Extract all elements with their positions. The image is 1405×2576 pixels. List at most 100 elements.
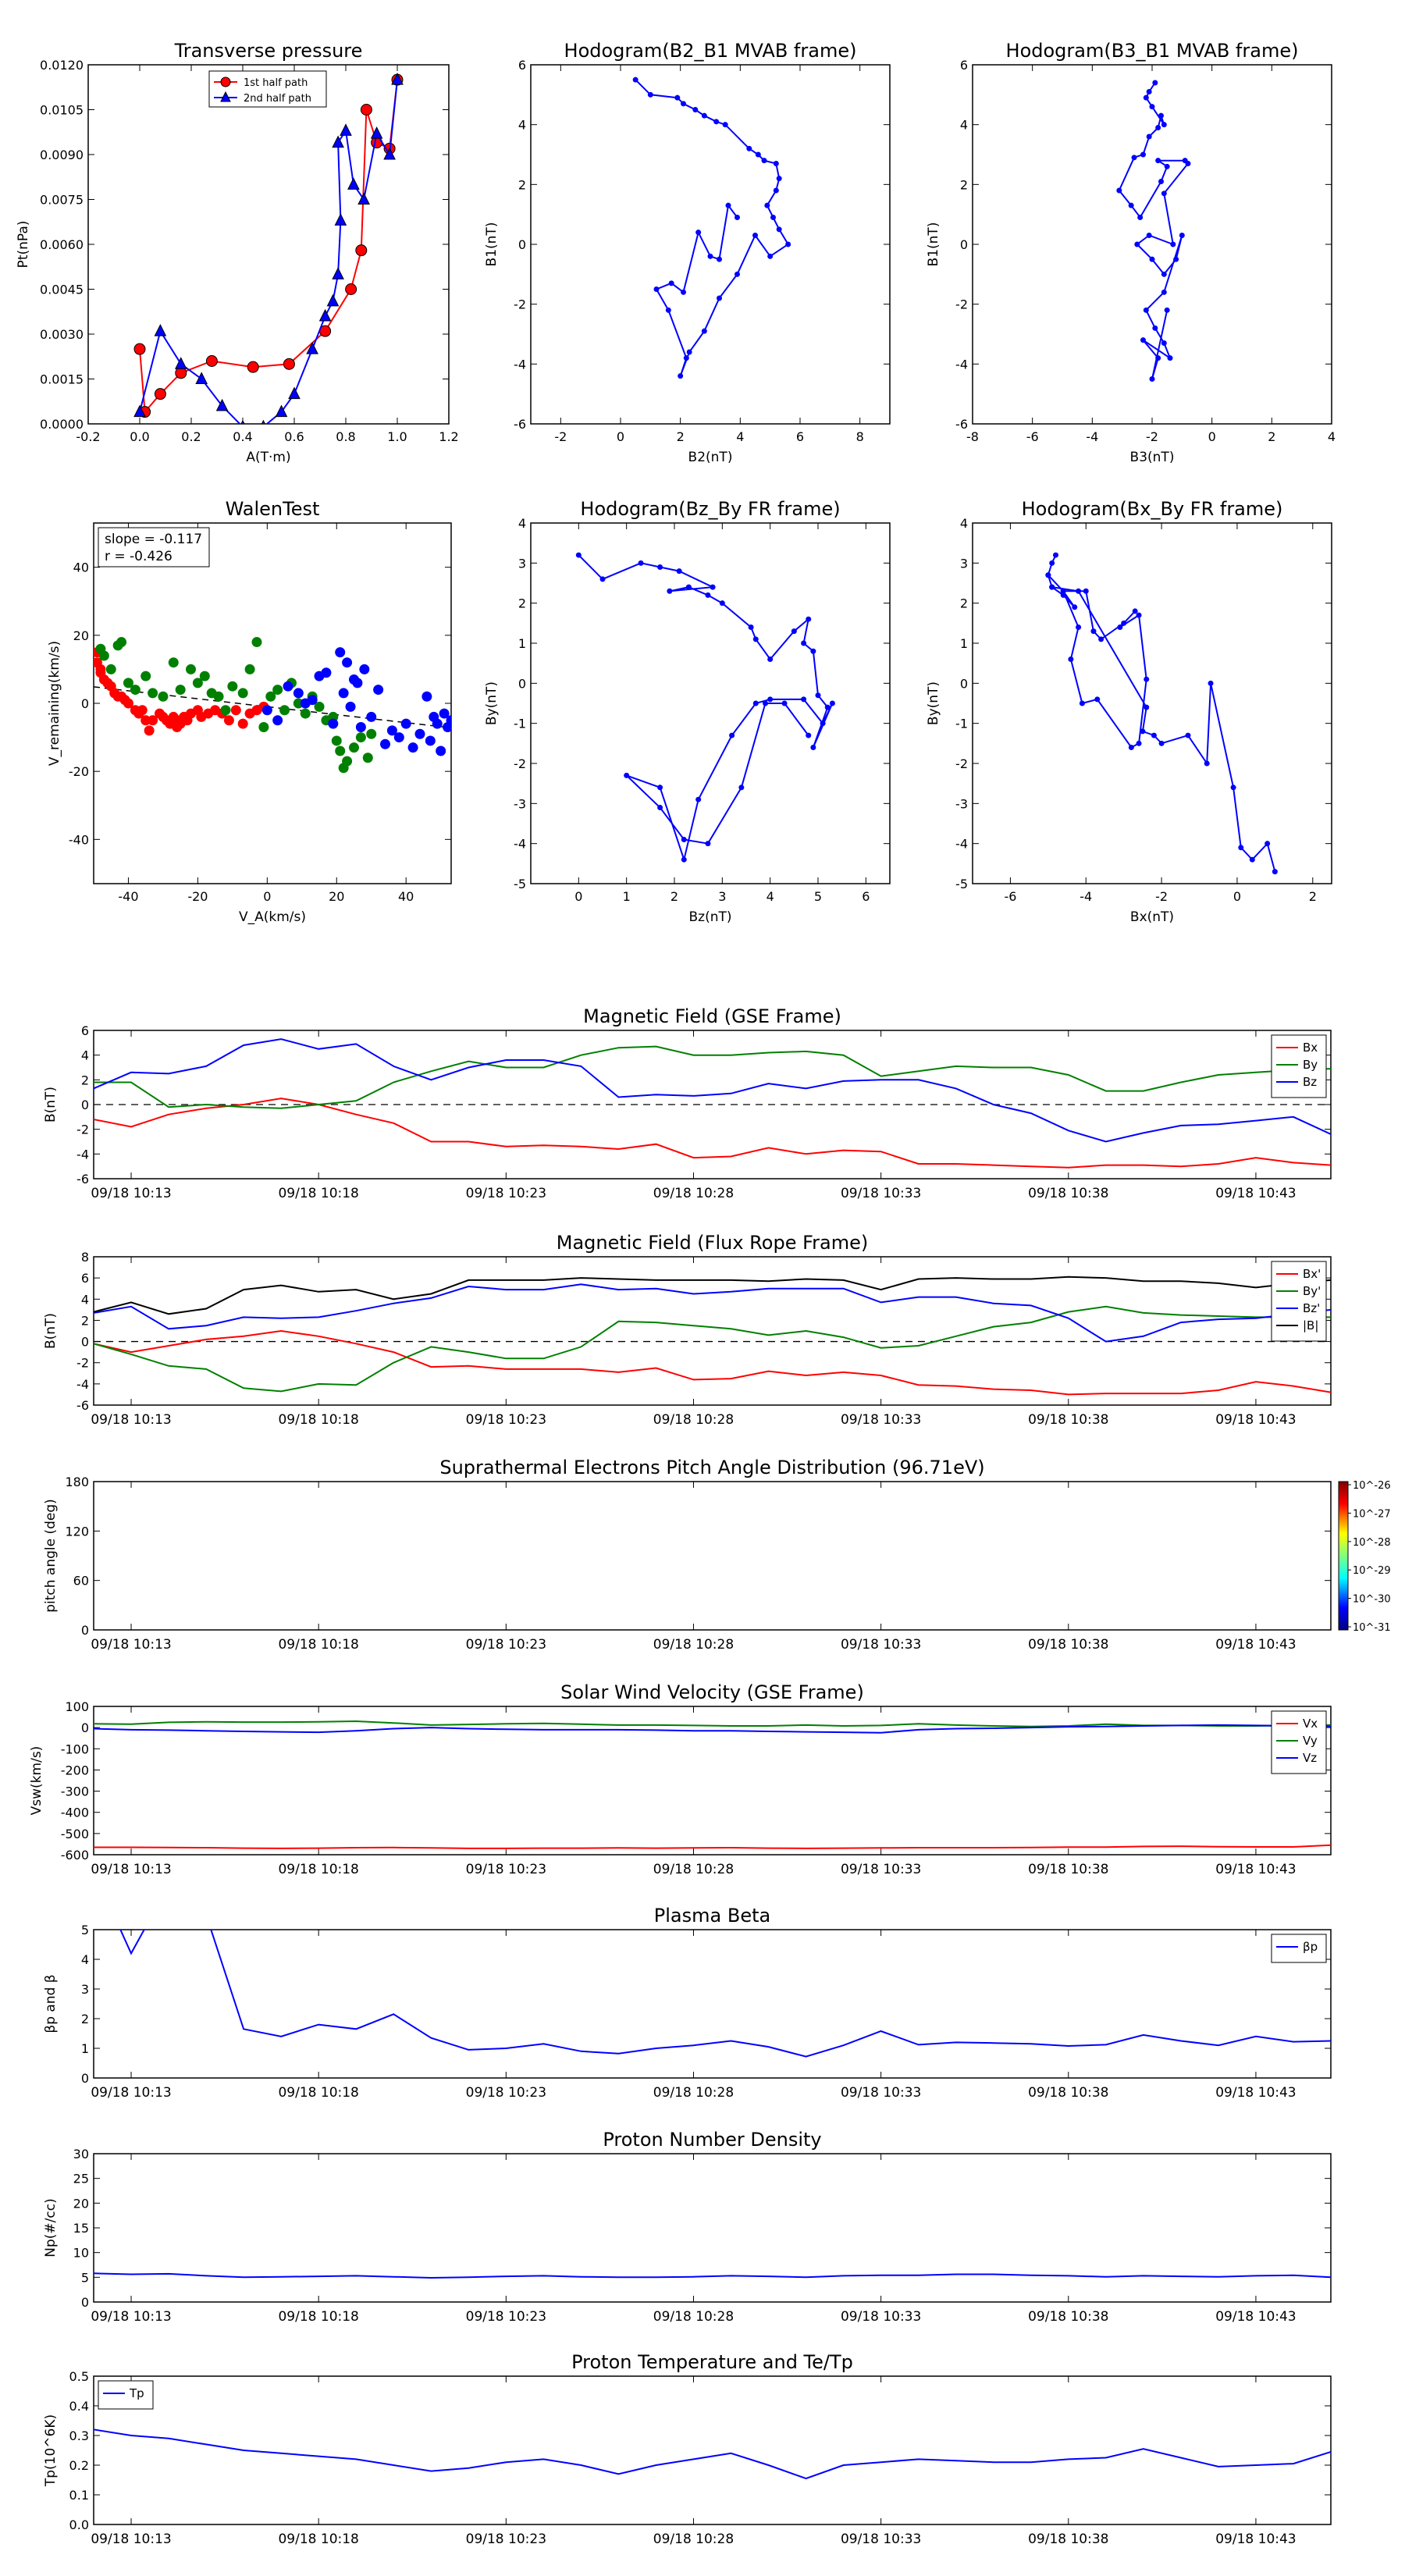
plot-area — [119, 1930, 1331, 2058]
y-tick-label: 4 — [518, 516, 526, 531]
y-tick-label: -4 — [955, 357, 968, 372]
legend-label: Tp — [129, 2386, 144, 2400]
x-tick-label: 09/18 10:43 — [1215, 1637, 1296, 1653]
x-tick-label: 09/18 10:28 — [653, 2309, 734, 2325]
x-tick-label: 2 — [670, 889, 678, 904]
y-tick-label: 0 — [81, 1720, 89, 1735]
series-line — [578, 554, 834, 863]
x-tick-label: -8 — [966, 429, 979, 444]
y-tick-label: 0.0060 — [40, 237, 84, 252]
data-point — [829, 700, 835, 706]
y-tick-label: 10 — [73, 2246, 89, 2261]
data-point — [425, 735, 436, 746]
y-tick-label: -6 — [76, 1398, 89, 1413]
data-point — [1155, 355, 1161, 361]
data-point — [722, 122, 728, 128]
x-tick-label: 09/18 10:18 — [278, 2532, 358, 2547]
series-line — [119, 1930, 1331, 2058]
y-axis-label: Pt(nPa) — [16, 221, 31, 269]
data-point — [140, 715, 151, 726]
data-point — [1146, 89, 1152, 94]
data-point — [357, 192, 370, 205]
data-point — [767, 656, 774, 663]
data-point — [1049, 560, 1055, 566]
data-point — [1167, 355, 1173, 361]
chart-hodo1: Hodogram(B2_B1 MVAB frame) -2 0 2 4 6 8 -6 -4 -2 0… — [484, 40, 891, 465]
data-point — [763, 700, 769, 706]
x-tick-label: 09/18 10:28 — [653, 1186, 734, 1201]
data-point — [1116, 187, 1122, 194]
data-point — [647, 91, 653, 98]
y-tick-label: -300 — [61, 1784, 89, 1799]
data-point — [710, 584, 716, 590]
y-tick-label: 2 — [81, 2012, 89, 2026]
colorbar-tick-label: 10^-30 — [1353, 1594, 1391, 1606]
data-point — [1098, 636, 1104, 642]
data-point — [244, 664, 255, 674]
plot-frame — [972, 522, 1332, 884]
data-point — [391, 73, 404, 85]
data-point — [123, 678, 133, 688]
x-tick-label: 0 — [1233, 889, 1241, 904]
legend-label: Bz — [1303, 1075, 1317, 1089]
colorbar-tick-label: 10^-29 — [1353, 1565, 1391, 1577]
x-tick-label: 09/18 10:38 — [1028, 2532, 1108, 2547]
data-point — [681, 101, 686, 107]
chart-hodo4: Hodogram(Bx_By FR frame) -6 -4 -2 0 2 -5 -4 -3 -2… — [926, 498, 1332, 925]
data-point — [1072, 604, 1078, 610]
x-tick-label: 09/18 10:33 — [841, 1412, 921, 1428]
y-tick-label: 40 — [73, 560, 89, 575]
x-tick-label: 09/18 10:23 — [466, 2085, 546, 2101]
y-tick-label: -2 — [76, 1356, 89, 1371]
data-point — [334, 213, 347, 226]
data-point — [1146, 233, 1152, 238]
data-point — [1136, 612, 1142, 618]
legend-box — [1271, 1034, 1327, 1098]
y-tick-label: 0.0000 — [40, 417, 84, 432]
chart-walen: WalenTest -40 -20 0 20 40 -40 -20 0 20 40 V_A(km/s)… — [47, 498, 452, 925]
x-tick-label: -4 — [1080, 889, 1092, 904]
y-tick-label: -1 — [514, 717, 526, 731]
data-point — [186, 664, 197, 674]
data-point — [1090, 628, 1097, 635]
data-point — [318, 308, 332, 322]
colorbar-tick-label: 10^-31 — [1353, 1622, 1391, 1634]
data-point — [692, 107, 699, 112]
data-point — [685, 584, 692, 590]
data-point — [261, 419, 266, 424]
x-tick-label: -4 — [1086, 429, 1098, 444]
data-point — [342, 756, 353, 767]
x-tick-label: 8 — [856, 429, 864, 444]
data-point — [761, 158, 767, 164]
data-point — [293, 698, 304, 709]
x-tick-label: 0 — [617, 429, 624, 444]
y-tick-label: -3 — [514, 796, 526, 811]
data-point — [192, 678, 203, 688]
chart-title: Magnetic Field (Flux Rope Frame) — [557, 1232, 868, 1254]
data-point — [764, 202, 770, 208]
y-tick-label: -5 — [955, 877, 968, 891]
y-axis-label: B1(nT) — [926, 222, 941, 267]
data-point — [806, 732, 812, 738]
data-point — [1149, 256, 1155, 262]
colorbar-tick-label: 10^-28 — [1353, 1537, 1391, 1549]
data-point — [168, 657, 179, 668]
x-tick-label: 1 — [623, 889, 631, 904]
legend-marker — [220, 76, 231, 87]
plot-frame — [972, 64, 1332, 425]
legend-box — [98, 2380, 154, 2410]
data-point — [1161, 271, 1167, 277]
plot-frame — [87, 64, 450, 425]
data-point — [1094, 696, 1101, 703]
data-point — [348, 742, 359, 753]
data-point — [695, 796, 702, 802]
chart-title: Magnetic Field (GSE Frame) — [583, 1005, 841, 1027]
data-point — [144, 725, 155, 736]
data-point — [1161, 190, 1167, 197]
legend-marker — [220, 91, 231, 102]
x-tick-label: 09/18 10:18 — [278, 1862, 358, 1877]
y-tick-label: 0.5 — [69, 2369, 89, 2384]
x-tick-label: -2 — [554, 429, 567, 444]
y-tick-label: 0.0045 — [40, 283, 84, 297]
x-tick-label: 09/18 10:28 — [653, 1637, 734, 1653]
